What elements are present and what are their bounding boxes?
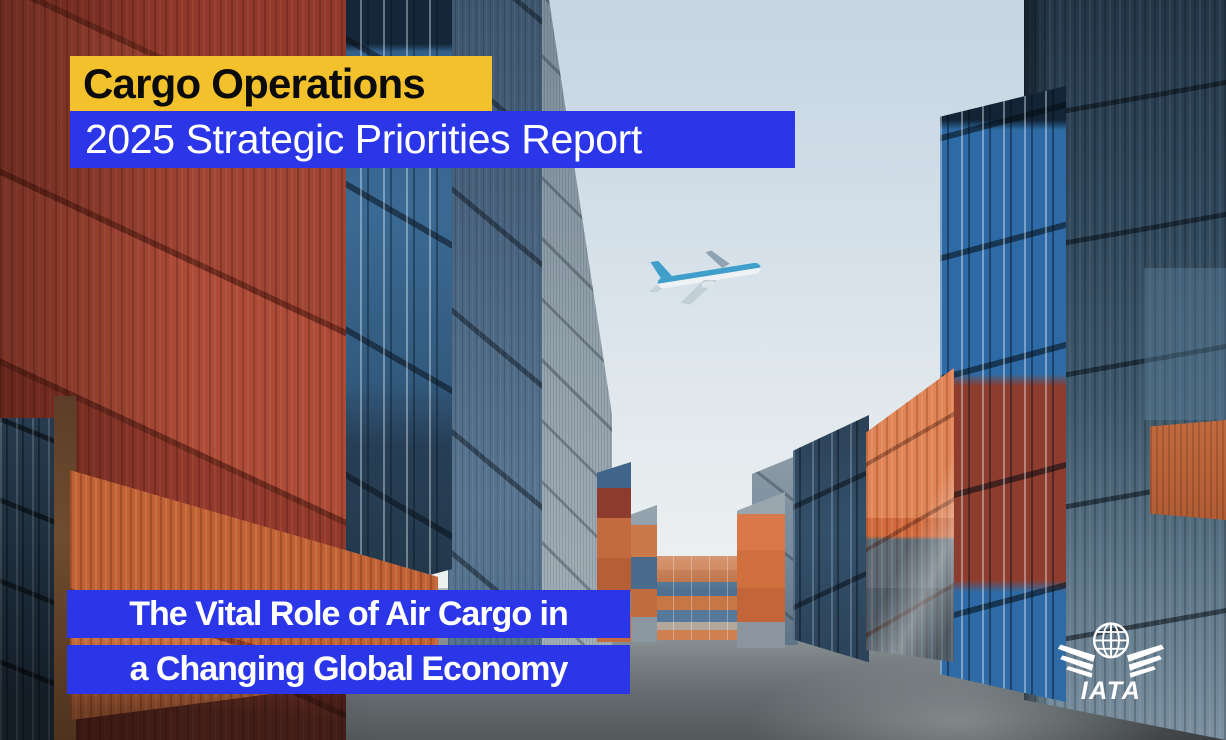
subtitle-banner-line2: a Changing Global Economy <box>67 645 630 694</box>
iata-wings-icon <box>1057 644 1165 678</box>
eyebrow-text: Cargo Operations <box>83 59 426 107</box>
subtitle-text-line2: a Changing Global Economy <box>129 650 569 688</box>
container-stack-orange-small <box>737 492 785 648</box>
iata-logo: IATA <box>1057 622 1165 704</box>
airplane-engine <box>701 280 715 288</box>
subtitle-text-line1: The Vital Role of Air Cargo in <box>129 594 568 633</box>
airplane-icon <box>649 250 761 305</box>
container-stack-salmon-right <box>866 368 954 662</box>
airplane-tailfin <box>650 260 672 279</box>
iata-globe-icon <box>1092 622 1130 659</box>
container-stack-mixed-b <box>627 505 657 642</box>
title-text: 2025 Strategic Priorities Report <box>85 116 642 162</box>
eyebrow-banner: Cargo Operations <box>70 56 492 111</box>
iata-logo-text: IATA <box>1081 677 1142 704</box>
airplane-far-wing <box>705 250 730 269</box>
title-banner: 2025 Strategic Priorities Report <box>70 111 795 168</box>
container-stack-steel-blue <box>793 415 869 663</box>
container-column-end-faces-right <box>940 86 1066 702</box>
subtitle-banner-line1: The Vital Role of Air Cargo in <box>67 590 630 638</box>
container-navy-lower-left <box>0 418 58 740</box>
airplane-fuselage-top <box>657 262 761 284</box>
